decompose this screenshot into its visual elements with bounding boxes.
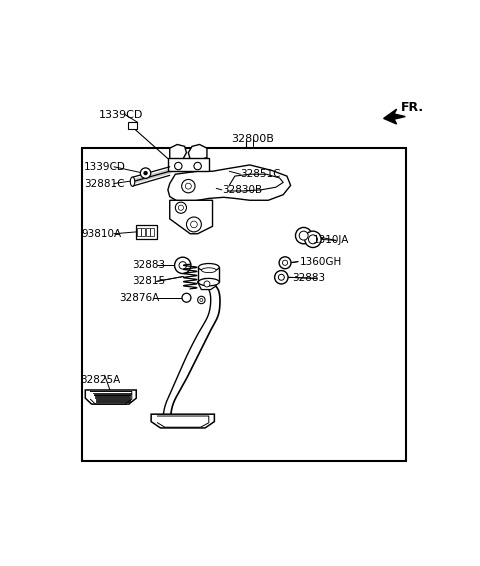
Bar	[146, 228, 150, 235]
Circle shape	[194, 162, 202, 170]
Circle shape	[179, 261, 186, 269]
Ellipse shape	[130, 177, 135, 186]
Text: 1339CD: 1339CD	[84, 162, 126, 172]
Text: 32881C: 32881C	[84, 178, 125, 188]
Bar	[168, 158, 209, 171]
Circle shape	[191, 221, 197, 228]
Text: 93810A: 93810A	[82, 229, 122, 239]
Circle shape	[178, 205, 183, 211]
Polygon shape	[198, 278, 216, 290]
Text: FR.: FR.	[400, 101, 423, 114]
Text: 32851C: 32851C	[240, 169, 281, 179]
Circle shape	[186, 217, 202, 232]
Text: 1339CD: 1339CD	[99, 110, 144, 120]
Bar	[128, 122, 137, 129]
Bar	[150, 228, 154, 235]
Ellipse shape	[198, 278, 219, 286]
Polygon shape	[170, 144, 186, 160]
Circle shape	[175, 162, 182, 170]
Bar	[198, 267, 219, 282]
Polygon shape	[384, 109, 405, 124]
Circle shape	[309, 235, 317, 244]
Ellipse shape	[198, 264, 219, 271]
Circle shape	[144, 171, 147, 174]
Text: 1310JA: 1310JA	[313, 235, 349, 246]
Ellipse shape	[202, 268, 216, 273]
Bar	[136, 225, 156, 239]
Polygon shape	[170, 200, 213, 234]
Text: 32800B: 32800B	[231, 134, 274, 144]
Text: 32830B: 32830B	[222, 185, 262, 195]
Circle shape	[204, 281, 210, 287]
Polygon shape	[85, 390, 136, 404]
Circle shape	[305, 231, 321, 247]
Circle shape	[140, 168, 151, 178]
Circle shape	[181, 179, 195, 193]
Circle shape	[282, 260, 288, 265]
Circle shape	[185, 183, 192, 189]
Circle shape	[279, 257, 291, 269]
Polygon shape	[151, 414, 215, 428]
Bar	[83, 148, 406, 461]
Circle shape	[175, 202, 186, 213]
Text: 32883: 32883	[292, 273, 325, 284]
Text: 1360GH: 1360GH	[300, 256, 342, 267]
Circle shape	[200, 298, 203, 302]
Circle shape	[198, 296, 205, 304]
Bar	[142, 228, 145, 235]
Circle shape	[275, 271, 288, 284]
Text: 32883: 32883	[132, 260, 166, 271]
Text: 32815: 32815	[132, 276, 166, 286]
Circle shape	[182, 293, 191, 302]
Bar	[137, 228, 141, 235]
Polygon shape	[188, 144, 207, 160]
Circle shape	[296, 228, 312, 244]
Text: 32876A: 32876A	[120, 293, 160, 303]
Text: 32825A: 32825A	[81, 375, 120, 384]
Circle shape	[299, 231, 308, 240]
Circle shape	[175, 257, 191, 273]
Circle shape	[278, 275, 284, 280]
Polygon shape	[168, 165, 290, 201]
